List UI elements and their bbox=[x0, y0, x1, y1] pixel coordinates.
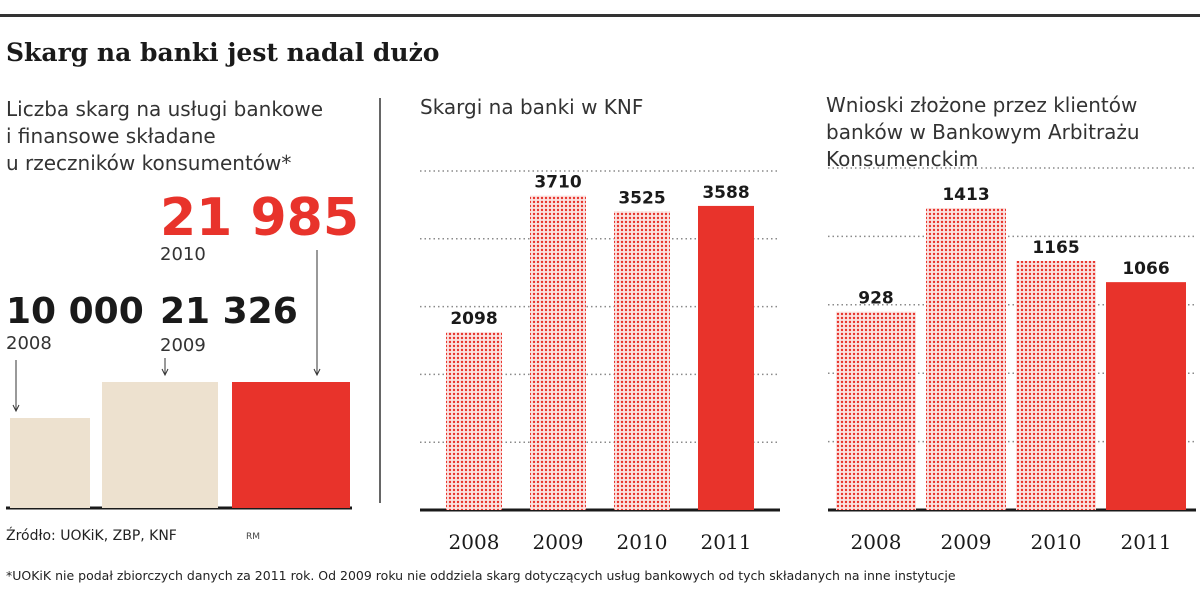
footnote: *UOKiK nie podał zbiorczych danych za 20… bbox=[6, 568, 956, 583]
chart2-bar-2011 bbox=[1106, 282, 1186, 510]
chart2-value-label-2010: 1165 bbox=[1032, 238, 1079, 258]
chart1-value-label-2009: 3710 bbox=[534, 173, 581, 193]
chart2-bar-2008 bbox=[836, 311, 916, 510]
left-bar-2010 bbox=[232, 382, 350, 508]
left-chart-title: Liczba skarg na usługi bankowe i finanso… bbox=[6, 97, 324, 175]
panel-divider bbox=[379, 98, 381, 503]
chart2-category-label-2010: 2010 bbox=[1031, 530, 1082, 554]
left-pointer-arrowhead-2010 bbox=[313, 368, 321, 377]
chart2-category-label-2009: 2009 bbox=[941, 530, 992, 554]
chart1-bar-2008 bbox=[446, 332, 502, 510]
chart2-bar-2010 bbox=[1016, 260, 1096, 510]
left-value-2009: 21 326 bbox=[160, 291, 298, 332]
left-bar-2009 bbox=[102, 382, 218, 508]
headline: Skarg na banki jest nadal dużo bbox=[6, 38, 440, 67]
chart2-value-label-2011: 1066 bbox=[1122, 259, 1169, 279]
right-chart-title: Wnioski złożone przez klientów banków w … bbox=[826, 93, 1140, 171]
left-pointer-arrowhead-2009 bbox=[161, 368, 169, 377]
chart1-category-label-2009: 2009 bbox=[533, 530, 584, 554]
left-year-2008: 2008 bbox=[6, 333, 52, 354]
left-year-2010: 2010 bbox=[160, 244, 206, 265]
chart2-value-label-2009: 1413 bbox=[942, 185, 989, 205]
left-value-2010: 21 985 bbox=[160, 188, 360, 248]
chart2-bar-2009 bbox=[926, 207, 1006, 510]
chart1-value-label-2008: 2098 bbox=[450, 309, 497, 329]
chart1-bar-2010 bbox=[614, 211, 670, 510]
chart1-category-label-2010: 2010 bbox=[617, 530, 668, 554]
middle-chart-title: Skargi na banki w KNF bbox=[420, 95, 644, 119]
source-note: Źródło: UOKiK, ZBP, KNF bbox=[6, 528, 177, 544]
author-credit: RM bbox=[246, 532, 261, 542]
chart1-value-label-2011: 3588 bbox=[702, 183, 749, 203]
top-rule bbox=[0, 14, 1200, 17]
left-year-2009: 2009 bbox=[160, 335, 206, 356]
chart1-bar-2011 bbox=[698, 205, 754, 511]
left-bar-2008 bbox=[10, 418, 90, 508]
chart1-category-label-2011: 2011 bbox=[701, 530, 752, 554]
chart1-value-label-2010: 3525 bbox=[618, 188, 665, 208]
chart1-bar-2009 bbox=[530, 195, 586, 510]
chart1-category-label-2008: 2008 bbox=[449, 530, 500, 554]
left-value-2008: 10 000 bbox=[6, 291, 144, 332]
chart2-category-label-2008: 2008 bbox=[851, 530, 902, 554]
left-pointer-arrowhead-2008 bbox=[12, 404, 20, 413]
chart2-value-label-2008: 928 bbox=[858, 289, 894, 309]
chart2-category-label-2011: 2011 bbox=[1121, 530, 1172, 554]
